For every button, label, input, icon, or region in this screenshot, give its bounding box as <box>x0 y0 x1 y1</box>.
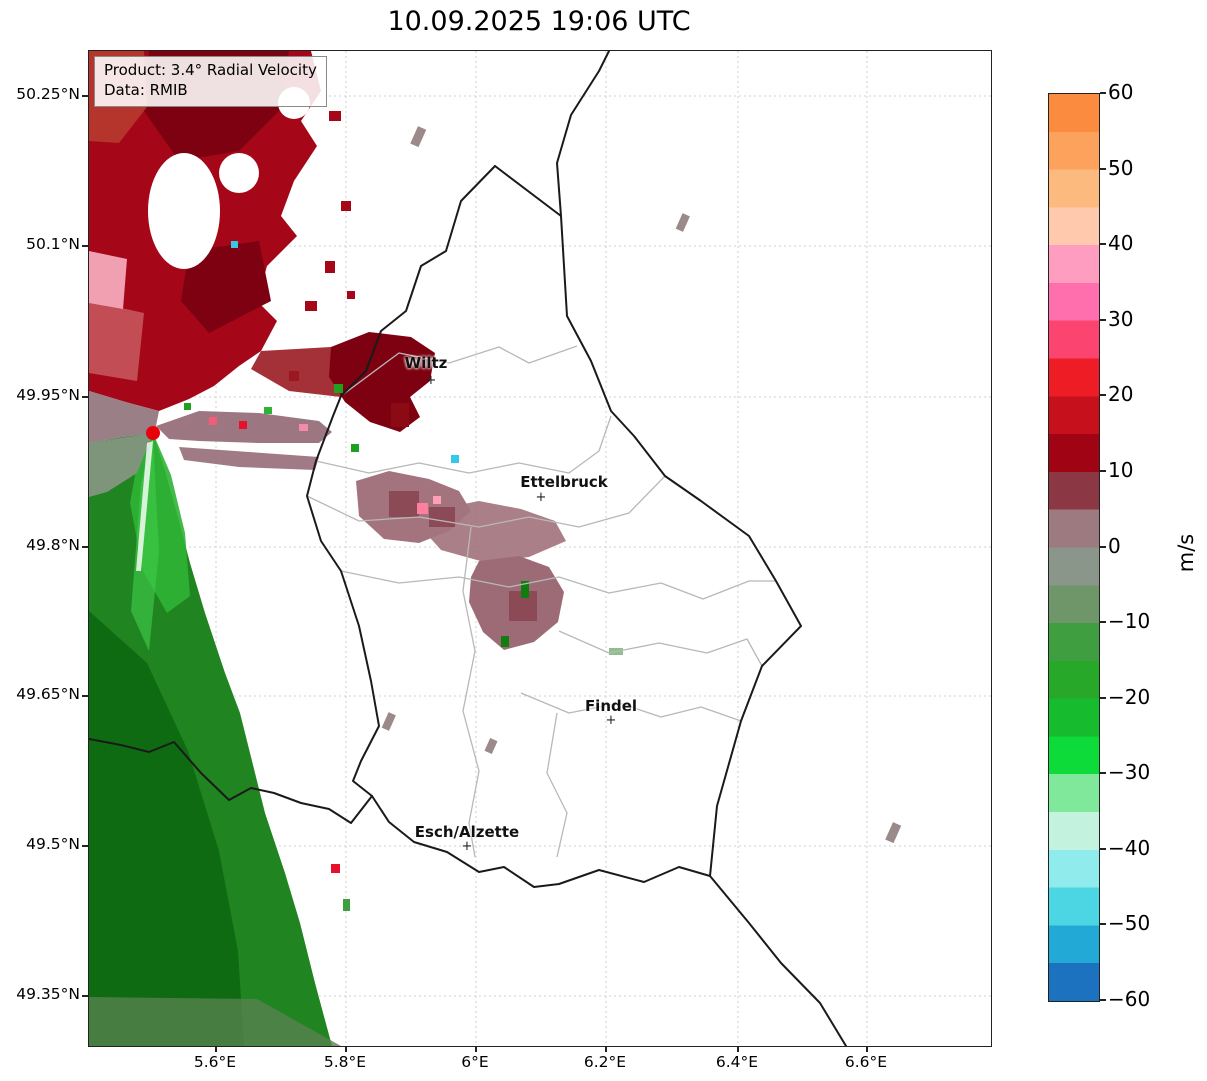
colorbar-tick-mark <box>1100 470 1106 472</box>
colorbar-tick-label: 30 <box>1108 307 1134 331</box>
country-borders <box>89 51 847 1046</box>
colorbar-tick-label: −60 <box>1108 987 1151 1011</box>
colorbar-tick-label: −20 <box>1108 685 1151 709</box>
colorbar-tick-mark <box>1100 697 1106 699</box>
y-tick-label: 49.65°N <box>16 685 80 703</box>
product-info-box: Product: 3.4° Radial Velocity Data: RMIB <box>94 56 327 107</box>
colorbar-tick-mark <box>1100 546 1106 548</box>
x-tick-mark <box>605 1046 607 1052</box>
colorbar-tick-label: −10 <box>1108 609 1151 633</box>
city-marker-wiltz: + <box>425 372 437 388</box>
y-tick-label: 50.25°N <box>16 85 80 103</box>
y-tick-label: 50.1°N <box>26 235 80 253</box>
city-label-findel: Findel <box>584 697 638 715</box>
colorbar-tick-mark <box>1100 394 1106 396</box>
colorbar-tick-mark <box>1100 848 1106 850</box>
colorbar-tick-label: 0 <box>1108 534 1121 558</box>
colorbar-tick-label: 50 <box>1108 156 1134 180</box>
city-marker-findel: + <box>605 712 617 728</box>
y-tick-mark <box>82 546 88 548</box>
colorbar-tick-mark <box>1100 243 1106 245</box>
x-tick-mark <box>345 1046 347 1052</box>
colorbar-tick-label: −30 <box>1108 760 1151 784</box>
y-tick-label: 49.5°N <box>26 835 80 853</box>
x-tick-mark <box>866 1046 868 1052</box>
x-tick-mark <box>737 1046 739 1052</box>
x-tick-label: 6.2°E <box>583 1053 627 1071</box>
radar-map-svg <box>89 51 991 1046</box>
y-tick-mark <box>82 95 88 97</box>
district-borders <box>306 345 776 858</box>
x-tick-label: 6.4°E <box>715 1053 759 1071</box>
x-tick-label: 5.6°E <box>193 1053 237 1071</box>
data-source-line: Data: RMIB <box>104 81 188 100</box>
clutter-specks <box>231 126 902 911</box>
colorbar-tick-mark <box>1100 772 1106 774</box>
colorbar <box>1048 93 1100 1002</box>
city-label-ettelbruck: Ettelbruck <box>520 473 608 491</box>
city-marker-ettelbruck: + <box>535 489 547 505</box>
colorbar-tick-mark <box>1100 923 1106 925</box>
colorbar-tick-label: 60 <box>1108 80 1134 104</box>
colorbar-tick-mark <box>1100 92 1106 94</box>
colorbar-tick-label: −50 <box>1108 911 1151 935</box>
y-tick-mark <box>82 396 88 398</box>
radar-site-dot <box>146 426 160 440</box>
colorbar-tick-mark <box>1100 621 1106 623</box>
zero-isodop-band <box>156 403 332 470</box>
city-label-esch-alzette: Esch/Alzette <box>414 823 520 841</box>
y-tick-label: 49.35°N <box>16 985 80 1003</box>
colorbar-tick-label: 20 <box>1108 382 1134 406</box>
y-tick-mark <box>82 695 88 697</box>
city-label-wiltz: Wiltz <box>404 354 448 372</box>
colorbar-tick-mark <box>1100 999 1106 1001</box>
city-marker-esch-alzette: + <box>461 838 473 854</box>
colorbar-gradient <box>1049 94 1099 1001</box>
x-tick-label: 6.6°E <box>844 1053 888 1071</box>
central-echo-patches <box>356 471 566 650</box>
velocity-inbound-region <box>89 433 341 1046</box>
colorbar-unit-label: m/s <box>1174 533 1198 573</box>
colorbar-tick-mark <box>1100 319 1106 321</box>
y-tick-label: 49.8°N <box>26 536 80 554</box>
product-line: Product: 3.4° Radial Velocity <box>104 61 317 79</box>
colorbar-tick-mark <box>1100 168 1106 170</box>
x-tick-label: 6°E <box>461 1053 489 1071</box>
colorbar-tick-label: 10 <box>1108 458 1134 482</box>
y-tick-mark <box>82 995 88 997</box>
colorbar-tick-label: 40 <box>1108 231 1134 255</box>
y-tick-mark <box>82 245 88 247</box>
colorbar-tick-label: −40 <box>1108 836 1151 860</box>
x-tick-label: 5.8°E <box>323 1053 367 1071</box>
x-tick-mark <box>215 1046 217 1052</box>
map-plot-area: Product: 3.4° Radial Velocity Data: RMIB… <box>88 50 992 1047</box>
x-tick-mark <box>475 1046 477 1052</box>
figure-title: 10.09.2025 19:06 UTC <box>387 6 691 37</box>
y-tick-mark <box>82 845 88 847</box>
y-tick-label: 49.95°N <box>16 386 80 404</box>
